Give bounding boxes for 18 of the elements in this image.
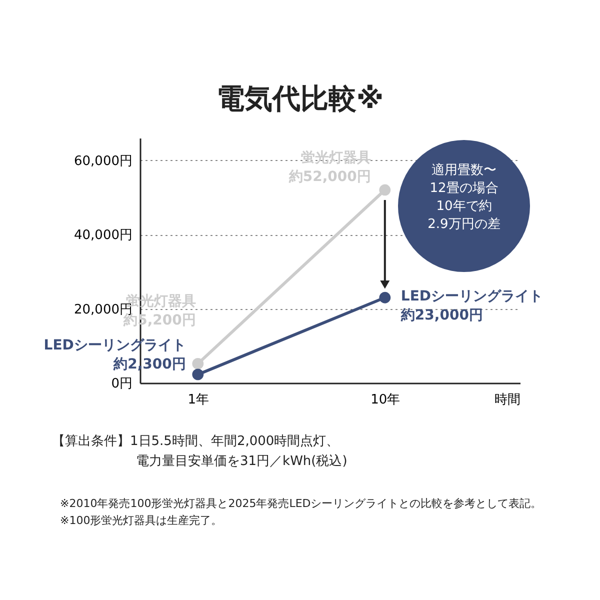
text: ※2010年発売100形蛍光灯器具と2025年発売LEDシーリングライトとの比較を参考として表記。 xyxy=(60,496,543,512)
point xyxy=(192,358,204,370)
point xyxy=(379,184,391,196)
text: ※100形蛍光灯器具は生産完了。 xyxy=(60,513,224,529)
point xyxy=(379,292,391,304)
chart-title: 電気代比較※ xyxy=(215,81,385,117)
point xyxy=(192,368,204,380)
series-label: 蛍光灯器具 xyxy=(300,150,371,166)
text: 【算出条件】1日5.5時間、年間2,000時間点灯、電力量目安単価を31円／kWh(税込) xyxy=(52,433,348,471)
x-tick-label: 10年 xyxy=(370,392,400,408)
y-tick-label: 60,000円 xyxy=(74,154,132,169)
annotation: 適用畳数〜12畳の場合10年で約2.9万円の差 xyxy=(426,162,502,234)
y-tick-label: 0円 xyxy=(111,376,132,392)
y-tick-label: 40,000円 xyxy=(74,228,132,244)
x-axis-title: 時間 xyxy=(494,392,520,408)
x-tick-label: 1年 xyxy=(188,392,210,408)
data-label: 約23,000円 xyxy=(400,308,483,324)
series-label: LEDシーリングライト xyxy=(400,288,544,305)
